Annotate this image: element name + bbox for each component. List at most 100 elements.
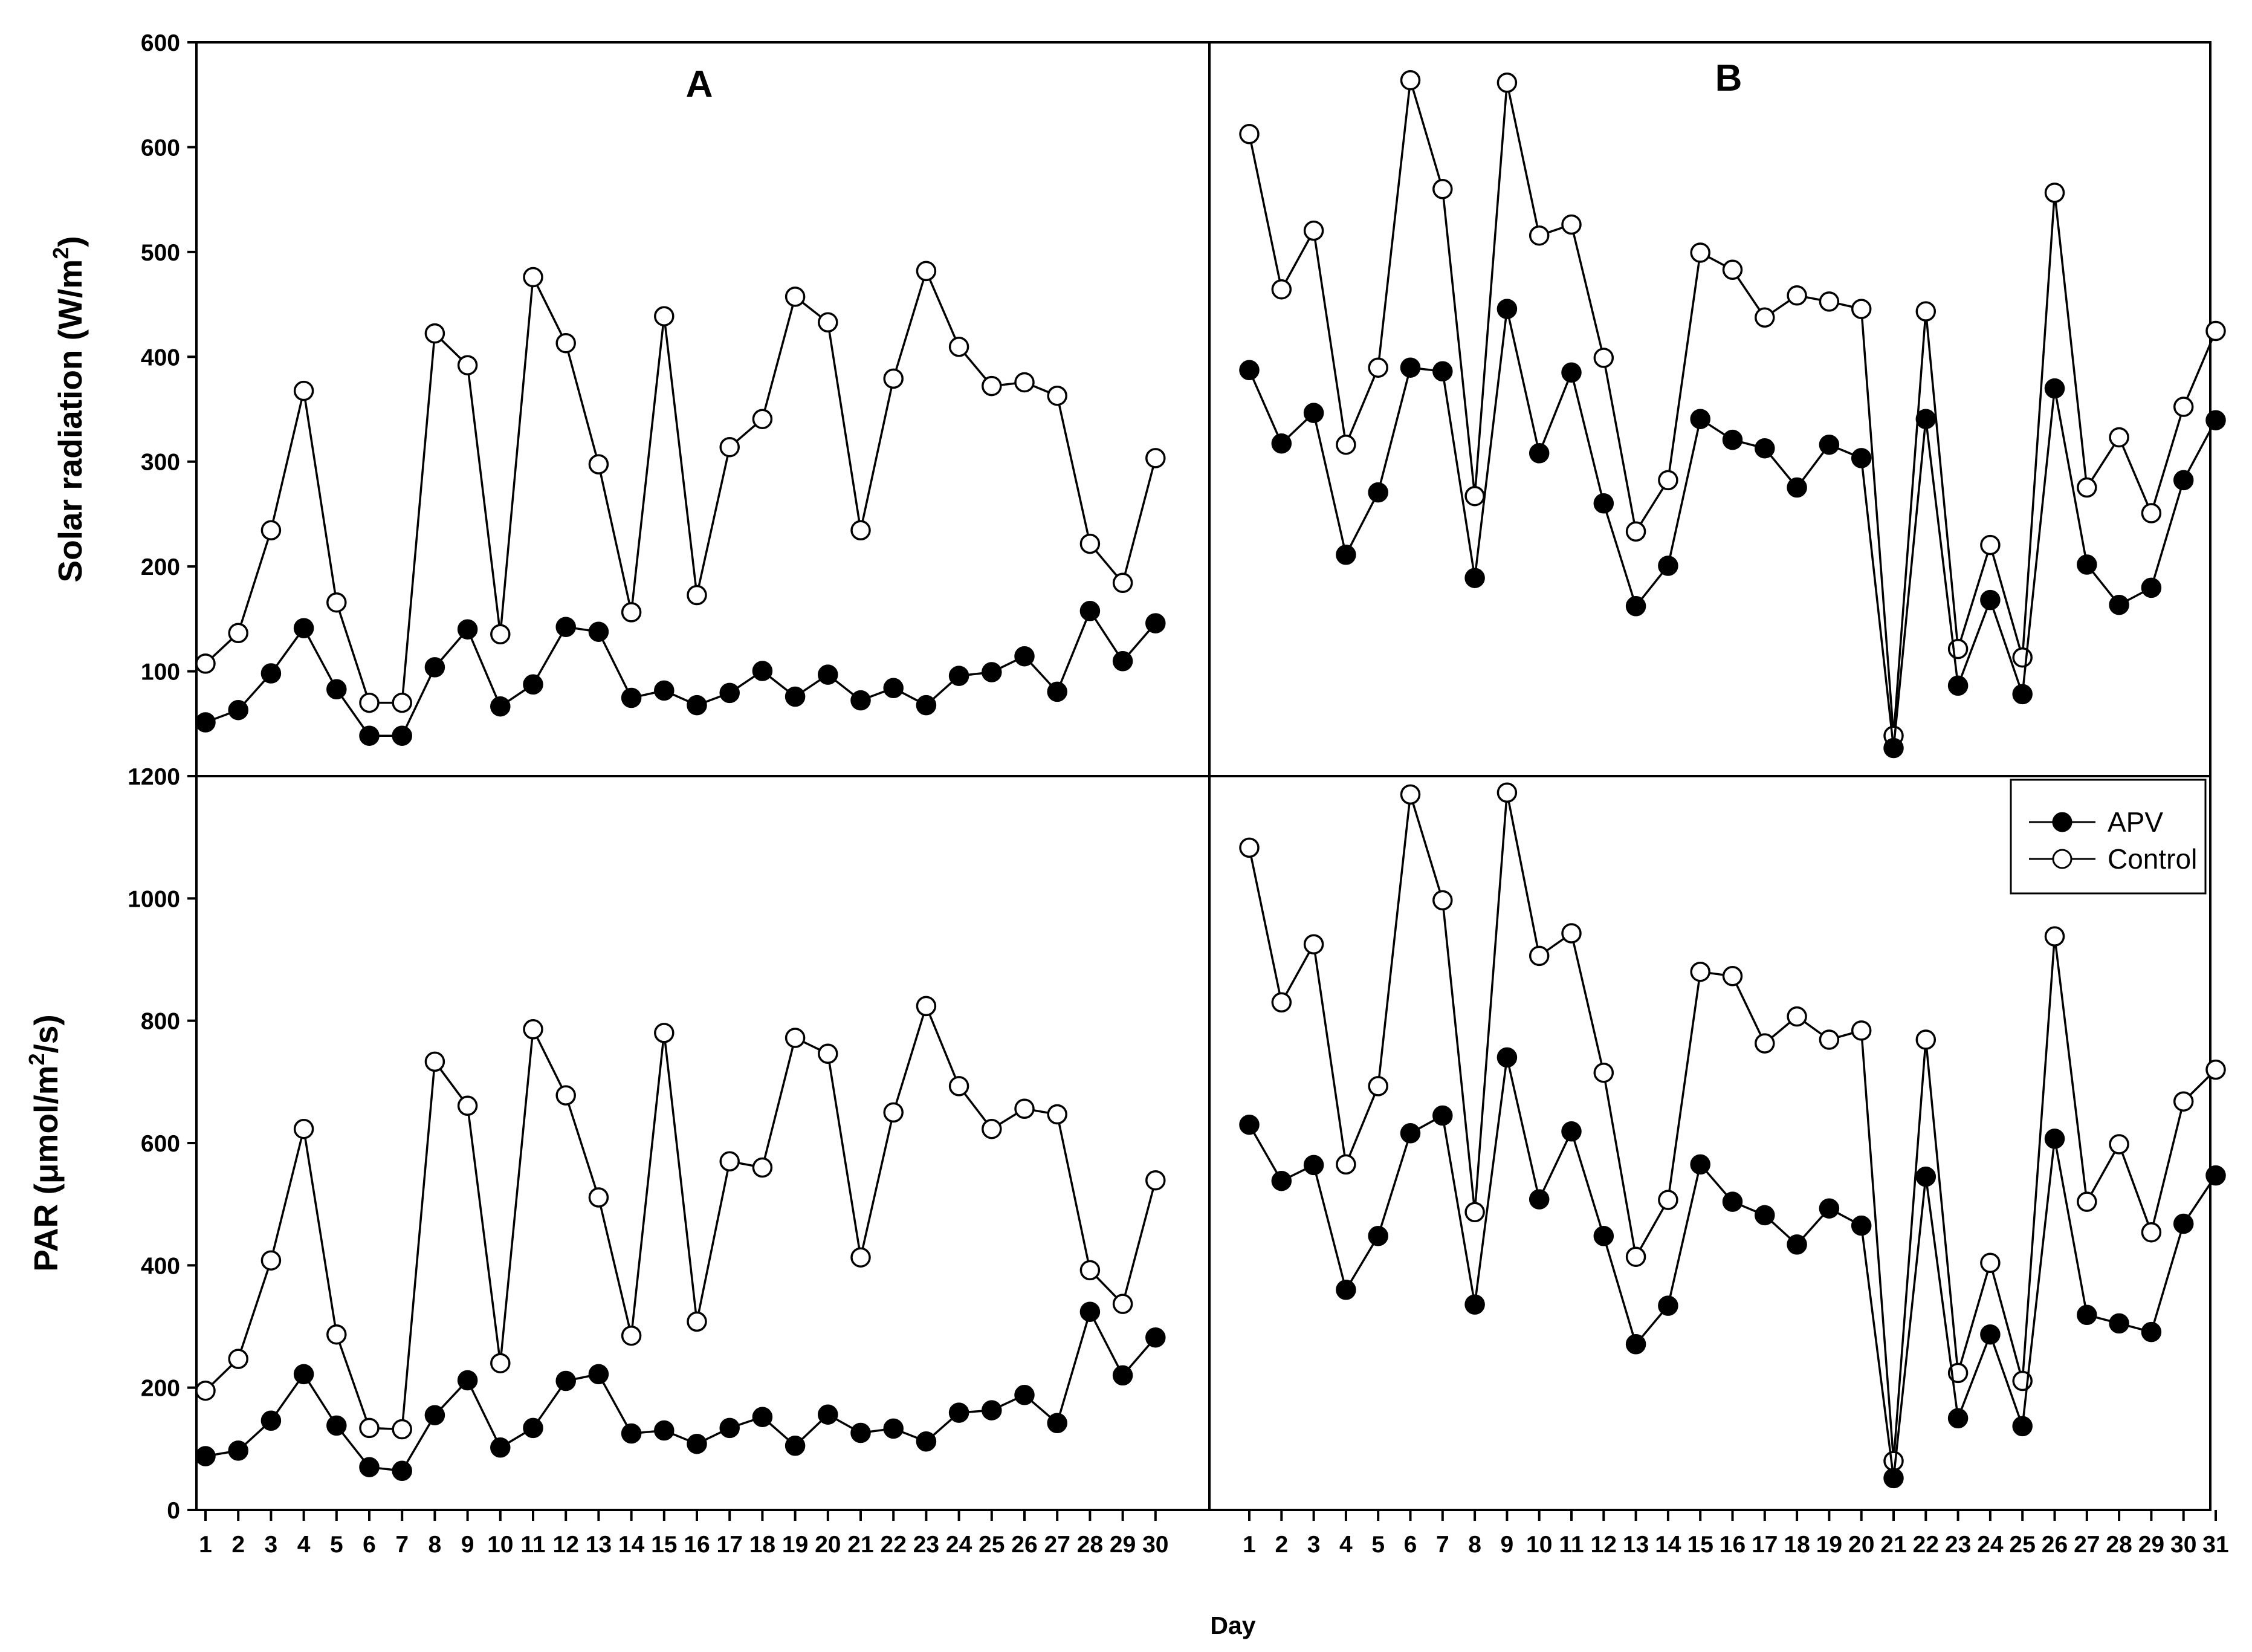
- data-point-apv: [1400, 1123, 1421, 1144]
- x-tick-label: 25: [979, 1532, 1005, 1558]
- data-point-apv: [195, 1446, 216, 1466]
- x-tick-label: 30: [1142, 1532, 1168, 1558]
- data-point-control: [2077, 1191, 2097, 1212]
- data-point-apv: [1593, 1226, 1614, 1246]
- data-point-apv: [1271, 1170, 1292, 1191]
- data-point-apv: [1014, 1385, 1035, 1405]
- data-point-apv: [392, 1460, 412, 1482]
- data-point-control: [1496, 73, 1518, 93]
- x-tick-label: 16: [1720, 1532, 1746, 1558]
- x-tick-label: 31: [2202, 1532, 2228, 1558]
- data-point-control: [2205, 320, 2226, 342]
- data-point-apv: [1851, 1215, 1872, 1236]
- data-point-control: [2109, 427, 2129, 448]
- data-point-control: [883, 1102, 904, 1123]
- legend-apv-label: APV: [2108, 806, 2163, 838]
- x-tick-label: 15: [1687, 1532, 1713, 1558]
- data-point-control: [228, 1349, 248, 1369]
- data-point-control: [1271, 992, 1292, 1013]
- data-point-apv: [1529, 443, 1550, 464]
- data-point-apv: [1239, 1114, 1260, 1135]
- x-tick-label: 29: [2138, 1532, 2164, 1558]
- x-tick-label: 18: [749, 1532, 775, 1558]
- x-tick-label: 18: [1784, 1532, 1810, 1558]
- x-tick-label: 24: [1977, 1532, 2004, 1558]
- data-point-apv: [1561, 362, 1582, 383]
- y-tick-label: 600: [141, 135, 180, 161]
- data-point-apv: [850, 1422, 871, 1443]
- data-point-apv: [195, 712, 216, 733]
- x-tick-label: 26: [2042, 1532, 2068, 1558]
- data-point-apv: [654, 1420, 675, 1441]
- data-point-apv: [523, 1417, 543, 1439]
- data-point-control: [1593, 1062, 1614, 1083]
- data-point-apv: [752, 661, 773, 681]
- data-point-apv: [1980, 589, 2001, 611]
- data-point-control: [1819, 1029, 1840, 1050]
- data-point-apv: [621, 687, 642, 708]
- data-point-apv: [1561, 1121, 1582, 1142]
- data-point-control: [1722, 966, 1743, 986]
- data-point-apv: [1239, 360, 1260, 381]
- data-point-apv: [1658, 556, 1678, 576]
- data-point-control: [293, 1118, 314, 1139]
- data-point-control: [1464, 1202, 1485, 1223]
- data-point-apv: [982, 1400, 1002, 1420]
- y-tick-label: 800: [141, 1009, 180, 1035]
- data-point-control: [1529, 945, 1550, 967]
- y-tick-label: 200: [141, 1376, 180, 1402]
- data-point-control: [1496, 782, 1518, 803]
- data-point-control: [555, 1085, 576, 1106]
- data-point-control: [1625, 1246, 1646, 1267]
- x-tick-label: 19: [1816, 1532, 1842, 1558]
- data-point-control: [1787, 1006, 1807, 1027]
- data-point-control: [2141, 1222, 2162, 1243]
- data-point-control: [654, 1023, 675, 1043]
- data-point-control: [1303, 220, 1324, 241]
- data-point-apv: [1303, 1155, 1324, 1176]
- data-point-control: [359, 1417, 380, 1439]
- y-tick-label: 300: [141, 450, 180, 476]
- x-tick-label: 8: [429, 1532, 442, 1558]
- data-point-apv: [293, 618, 314, 638]
- x-tick-label: 22: [1913, 1532, 1939, 1558]
- data-point-apv: [752, 1407, 773, 1427]
- data-point-apv: [1145, 613, 1166, 633]
- y-tick-label: 100: [141, 659, 180, 685]
- data-point-apv: [1400, 357, 1421, 378]
- data-point-control: [392, 1419, 412, 1440]
- data-point-apv: [1947, 1408, 1969, 1429]
- data-point-control: [1755, 1033, 1775, 1054]
- x-tick-label: 20: [815, 1532, 841, 1558]
- data-point-apv: [1529, 1189, 1550, 1210]
- data-point-control: [1851, 1020, 1872, 1041]
- x-axis-title: Day: [1210, 1612, 1255, 1639]
- data-point-control: [1336, 1154, 1356, 1175]
- x-tick-label: 21: [1880, 1532, 1906, 1558]
- y-tick-label: 400: [141, 1253, 180, 1279]
- data-point-control: [588, 1187, 609, 1208]
- legend: APV Control: [2010, 779, 2207, 895]
- data-point-control: [260, 1250, 282, 1271]
- data-point-apv: [1787, 477, 1807, 498]
- data-point-control: [1883, 1451, 1904, 1471]
- data-point-control: [293, 380, 314, 401]
- data-point-apv: [1368, 1226, 1388, 1246]
- data-point-apv: [1432, 361, 1453, 382]
- data-point-control: [621, 602, 642, 623]
- data-point-control: [1819, 291, 1840, 312]
- x-tick-label: 10: [487, 1532, 513, 1558]
- x-tick-label: 5: [1371, 1532, 1385, 1558]
- data-point-control: [1271, 279, 1292, 300]
- x-tick-label: 28: [1077, 1532, 1103, 1558]
- data-point-apv: [1980, 1324, 2001, 1345]
- x-tick-label: 7: [1436, 1532, 1449, 1558]
- data-point-control: [326, 1324, 347, 1345]
- data-point-apv: [424, 1405, 445, 1425]
- data-point-control: [948, 1076, 969, 1096]
- x-tick-label: 1: [199, 1532, 212, 1558]
- data-point-control: [818, 1043, 838, 1064]
- data-point-apv: [785, 1436, 806, 1456]
- data-point-apv: [490, 696, 511, 717]
